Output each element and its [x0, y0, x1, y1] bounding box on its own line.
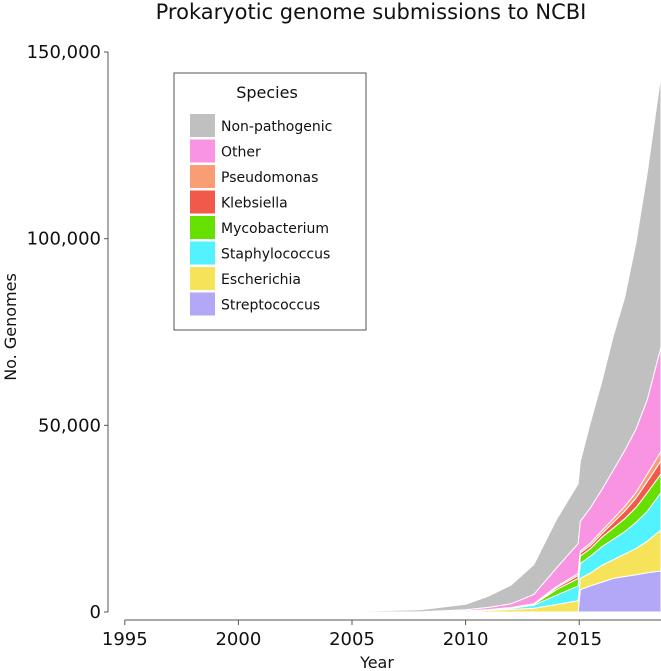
- legend-swatch: [190, 190, 215, 214]
- area-non-pathogenic: [136, 74, 661, 613]
- chart-title: Prokaryotic genome submissions to NCBI: [156, 0, 587, 24]
- y-tick-label: 100,000: [27, 229, 101, 250]
- legend-label: Streptococcus: [221, 298, 320, 314]
- x-tick-label: 2005: [329, 629, 375, 650]
- legend-swatch: [190, 292, 215, 316]
- legend-label: Klebsiella: [221, 196, 288, 212]
- axes: [104, 51, 661, 625]
- legend: Species Non-pathogenic Other Pseudomonas Kl…: [173, 72, 367, 331]
- x-tick-label: 2015: [556, 629, 602, 650]
- legend-swatch: [190, 267, 215, 290]
- y-tick-label: 50,000: [38, 415, 101, 436]
- legend-label: Pseudomonas: [221, 170, 318, 186]
- legend-label: Mycobacterium: [221, 221, 329, 237]
- y-tick-label: 0: [90, 602, 101, 623]
- legend-label: Staphylococcus: [221, 247, 330, 263]
- y-axis-label: No. Genomes: [1, 273, 20, 381]
- x-tick-label: 2000: [215, 629, 261, 650]
- legend-swatch: [190, 216, 215, 239]
- stacked-areas: [136, 74, 661, 613]
- legend-swatch: [190, 165, 215, 188]
- x-axis-label: Year: [359, 653, 394, 671]
- legend-entries: Non-pathogenic Other Pseudomonas Klebsiella…: [190, 114, 332, 316]
- y-tick-label: 150,000: [27, 42, 101, 63]
- legend-swatch: [190, 241, 215, 265]
- legend-title: Species: [236, 83, 298, 102]
- x-tick-label: 1995: [102, 629, 148, 650]
- tick-labels: 0 50,000 100,000 150,000 1995 2000 2005 2010 201…: [27, 42, 603, 650]
- x-tick-label: 2010: [443, 629, 489, 650]
- legend-label: Non-pathogenic: [221, 119, 332, 135]
- legend-label: Other: [221, 145, 261, 161]
- legend-swatch: [190, 139, 215, 163]
- legend-label: Escherichia: [221, 272, 301, 288]
- legend-swatch: [190, 114, 215, 137]
